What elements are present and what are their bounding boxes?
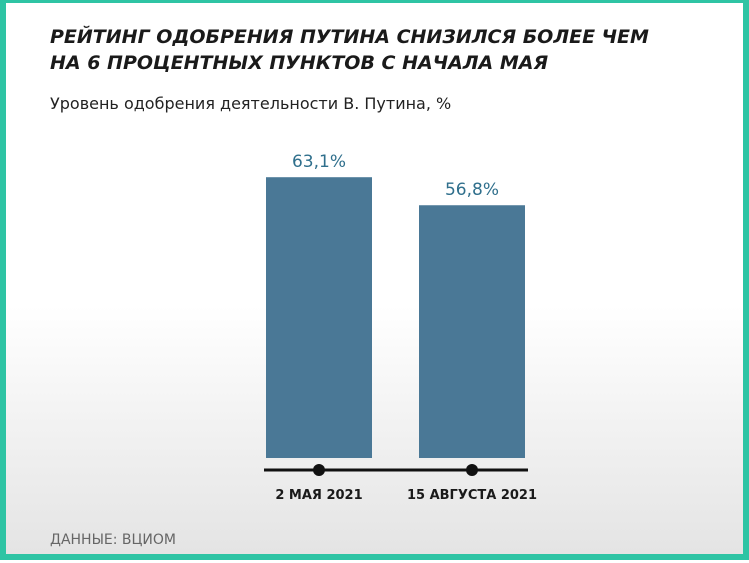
bar: [419, 205, 525, 458]
chart-subtitle: Уровень одобрения деятельности В. Путина…: [50, 94, 451, 113]
x-tick-label: 2 МАЯ 2021: [275, 488, 362, 503]
x-tick-label: 15 АВГУСТА 2021: [407, 488, 537, 503]
value-label: 63,1%: [292, 152, 346, 172]
chart-title: РЕЙТИНГ ОДОБРЕНИЯ ПУТИНА СНИЗИЛСЯ БОЛЕЕ …: [50, 25, 649, 48]
chart: РЕЙТИНГ ОДОБРЕНИЯ ПУТИНА СНИЗИЛСЯ БОЛЕЕ …: [50, 25, 649, 548]
chart-title: НА 6 ПРОЦЕНТНЫХ ПУНКТОВ С НАЧАЛА МАЯ: [50, 52, 548, 74]
timeline-dot: [313, 464, 325, 476]
value-label: 56,8%: [445, 180, 499, 200]
source: ДАННЫЕ: ВЦИОМ: [50, 532, 176, 548]
timeline-dot: [466, 464, 478, 476]
bar: [266, 177, 372, 458]
